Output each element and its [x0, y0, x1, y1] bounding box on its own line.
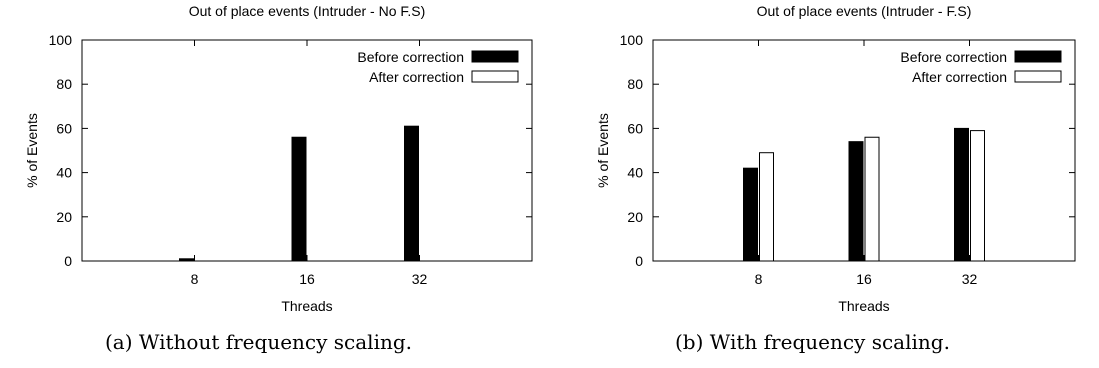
bar-after: [970, 130, 985, 262]
legend-label: Before correction: [900, 49, 1007, 65]
bar-before: [848, 141, 864, 262]
y-tick-label: 60: [56, 120, 72, 136]
y-tick-label: 80: [56, 76, 72, 92]
y-tick-label: 100: [49, 32, 73, 48]
y-axis-label: % of Events: [24, 113, 40, 188]
x-axis-label: Threads: [281, 298, 332, 314]
bar-before: [954, 127, 969, 262]
legend-label: After correction: [369, 69, 464, 85]
x-tick-label: 32: [412, 271, 428, 287]
y-tick-label: 100: [620, 32, 644, 48]
legend-label: After correction: [912, 69, 1007, 85]
y-tick-label: 20: [56, 209, 72, 225]
caption-b: (b) With frequency scaling.: [675, 330, 950, 354]
x-tick-label: 8: [191, 271, 199, 287]
chart-with-frequency-scaling: Out of place events (Intruder - F.S) 0 20 4…: [595, 3, 1076, 314]
bar-after: [759, 152, 774, 262]
x-tick-label: 16: [299, 271, 315, 287]
caption-a: (a) Without frequency scaling.: [105, 330, 413, 354]
bar-before: [179, 258, 194, 262]
legend-label: Before correction: [357, 49, 464, 65]
y-tick-label: 40: [56, 165, 72, 181]
x-axis-label: Threads: [838, 298, 889, 314]
plot-frame: [652, 39, 1076, 262]
chart-without-frequency-scaling: Out of place events (Intruder - No F.S) 0…: [24, 3, 533, 314]
y-tick-label: 0: [64, 253, 72, 269]
bar-before: [743, 167, 758, 262]
legend-swatch: [471, 50, 519, 63]
bar-before: [291, 136, 307, 262]
y-axis-label: % of Events: [595, 113, 611, 188]
x-tick-label: 32: [962, 271, 978, 287]
plot-frame: [81, 39, 533, 262]
y-tick-label: 0: [635, 253, 643, 269]
y-tick-label: 20: [627, 209, 643, 225]
legend-swatch: [471, 70, 519, 83]
bar-after: [864, 136, 880, 262]
legend-swatch: [1014, 70, 1062, 83]
x-tick-label: 16: [856, 271, 872, 287]
chart-title: Out of place events (Intruder - No F.S): [189, 3, 426, 19]
chart-title: Out of place events (Intruder - F.S): [757, 3, 972, 19]
y-tick-label: 60: [627, 120, 643, 136]
legend-swatch: [1014, 50, 1062, 63]
y-tick-label: 40: [627, 165, 643, 181]
bar-before: [404, 125, 419, 262]
y-tick-label: 80: [627, 76, 643, 92]
x-tick-label: 8: [755, 271, 763, 287]
